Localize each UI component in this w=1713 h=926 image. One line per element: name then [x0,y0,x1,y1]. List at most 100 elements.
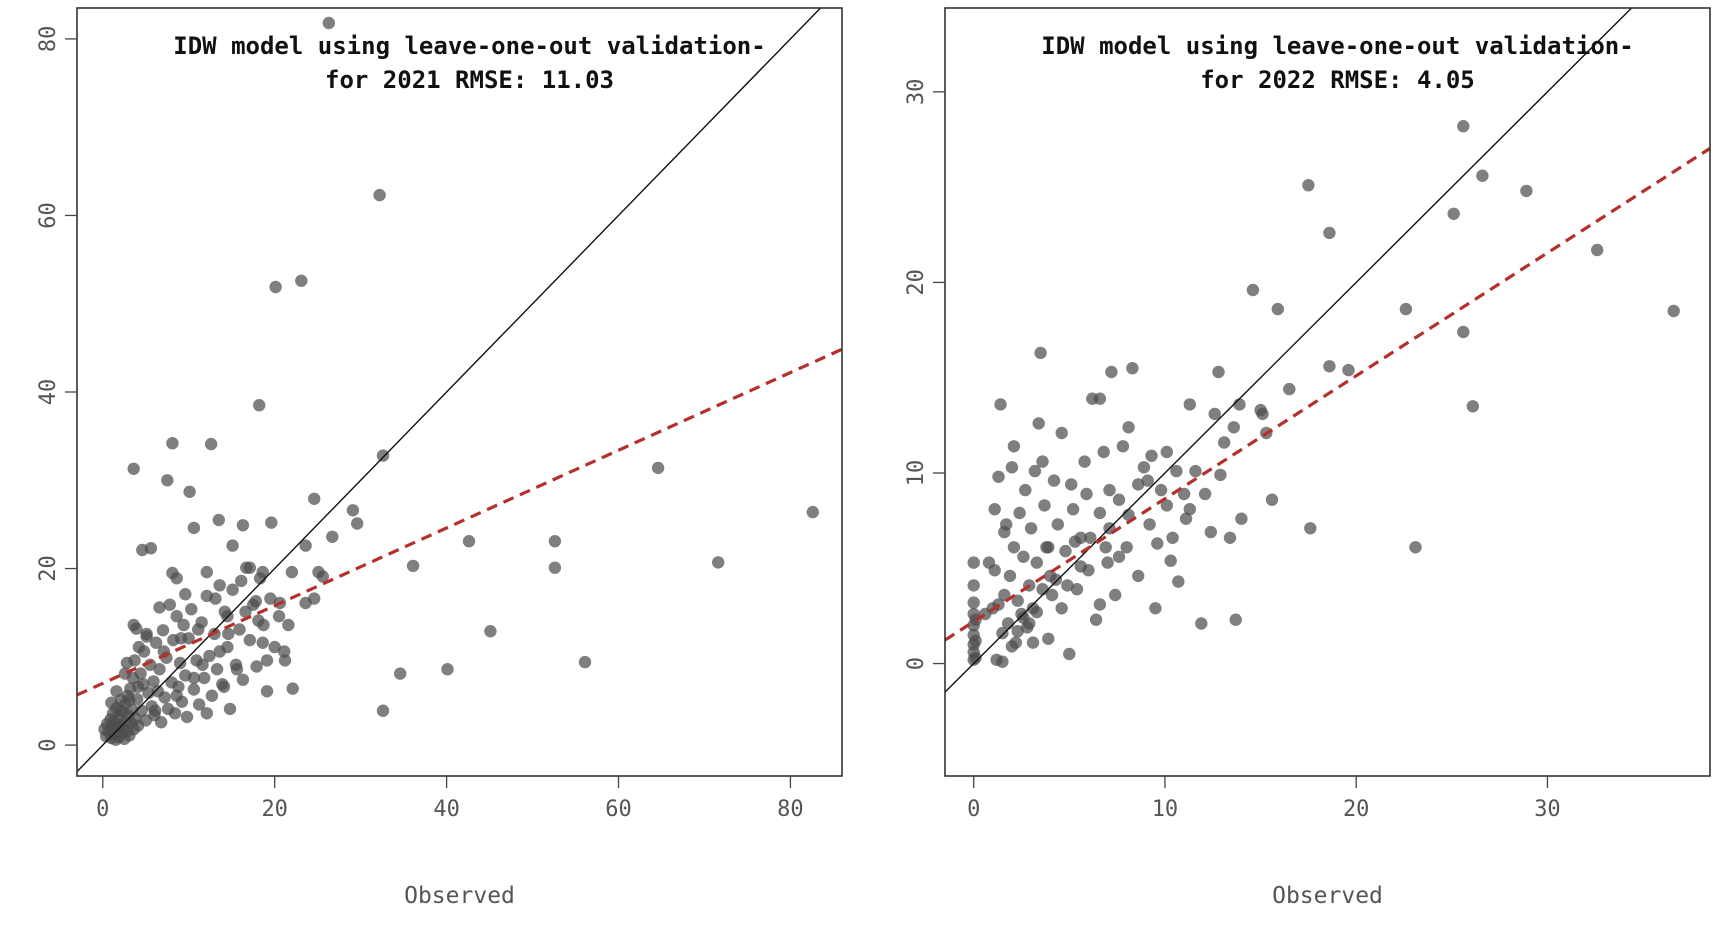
scatter-point [1030,605,1044,619]
scatter-point [187,521,201,535]
scatter-point [1047,474,1061,487]
scatter-point [127,618,140,632]
scatter-point [235,574,248,588]
scatter-point [170,572,183,585]
scatter-point [249,595,262,608]
scatter-point [1342,363,1355,377]
points-layer [967,120,1680,668]
scatter-point [969,651,982,664]
scatter-point [1198,487,1212,501]
scatter-point [222,627,235,641]
scatter-point [1132,569,1145,583]
scatter-point [127,462,140,475]
scatter-point [996,626,1009,640]
scatter-point [1149,602,1162,615]
scatter-point [213,579,226,592]
scatter-point [123,693,136,707]
x-tick-label: 0 [96,797,109,822]
lines-layer [76,7,843,773]
scatter-point [163,598,176,611]
scatter-point [1183,398,1197,411]
scatter-point [187,683,201,696]
chart-title-line-1: IDW model using leave-one-out validation… [1041,32,1633,60]
scatter-point [462,535,476,548]
scatter-point [1093,598,1107,611]
scatter-point [1177,487,1191,501]
scatter-point [173,656,187,670]
scatter-point [187,671,201,685]
scatter-point [1030,556,1044,569]
scatter-point [226,539,239,552]
x-tick-label: 10 [1152,797,1179,822]
scatter-point [1183,503,1197,516]
scatter-point [233,623,246,636]
scatter-point [1466,400,1480,413]
scatter-point [1042,541,1055,554]
scatter-point [1160,445,1174,459]
scatter-point [548,561,562,574]
scatter-point [1093,392,1107,405]
scatter-point [1080,487,1093,501]
scatter-point [179,588,192,601]
scatter-point [967,556,980,569]
scatter-point [226,583,239,596]
scatter-point [260,654,274,667]
scatter-point [153,601,166,614]
scatter-point [185,603,198,616]
scatter-point [1078,455,1091,468]
scatter-point [147,675,160,688]
x-axis-label: Observed [404,883,515,909]
scatter-point [272,610,286,623]
panel-2022: 0 10 20 30 0 10 20 30 IDW model using leave-one… [904,7,1711,909]
scatter-point [278,654,292,667]
scatter-point [1116,440,1130,453]
scatter-point [1036,455,1049,468]
scatter-point [394,667,407,680]
scatter-point [992,470,1005,483]
scatter-point [1122,421,1135,434]
scatter-point [1089,613,1103,626]
scatter-point [192,698,206,711]
scatter-point [1059,544,1072,558]
x-tick-label: 40 [433,797,460,822]
scatter-point [295,274,308,287]
scatter-point [1065,478,1078,491]
scatter-point [250,660,263,673]
scatter-point [177,618,190,632]
scatter-point [1055,602,1068,615]
plot-frame [944,7,1711,777]
scatter-point [1019,483,1032,497]
scatter-point [1447,207,1460,220]
scatter-point [161,474,174,487]
scatter-point [1170,464,1183,478]
scatter-point [1003,569,1017,583]
scatter-point [1141,474,1154,487]
scatter-point [1074,560,1088,573]
y-tick-label: 10 [904,460,929,487]
scatter-point [351,517,364,530]
scatter-point [209,592,222,605]
scatter-point [268,640,281,654]
scatter-point [278,645,291,658]
scatter-point [1055,426,1068,440]
x-tick-label: 60 [605,797,632,822]
scatter-point [118,667,132,680]
x-tick-label: 20 [1343,797,1370,822]
scatter-point [1068,535,1082,548]
scatter-point [1189,464,1202,478]
scatter-point [1212,365,1225,379]
y-tick-label: 0 [36,738,61,751]
x-tick-label: 30 [1534,797,1561,822]
regression-fit-line [76,347,843,697]
scatter-point [1229,613,1242,626]
scatter-point [441,663,454,676]
scatter-point [1103,483,1116,497]
scatter-point [137,645,151,658]
scatter-point [1026,636,1040,649]
scatter-point [114,704,128,717]
scatter-point [212,513,225,527]
scatter-point [1007,440,1021,453]
scatter-point [260,685,274,698]
scatter-point [1024,522,1038,535]
